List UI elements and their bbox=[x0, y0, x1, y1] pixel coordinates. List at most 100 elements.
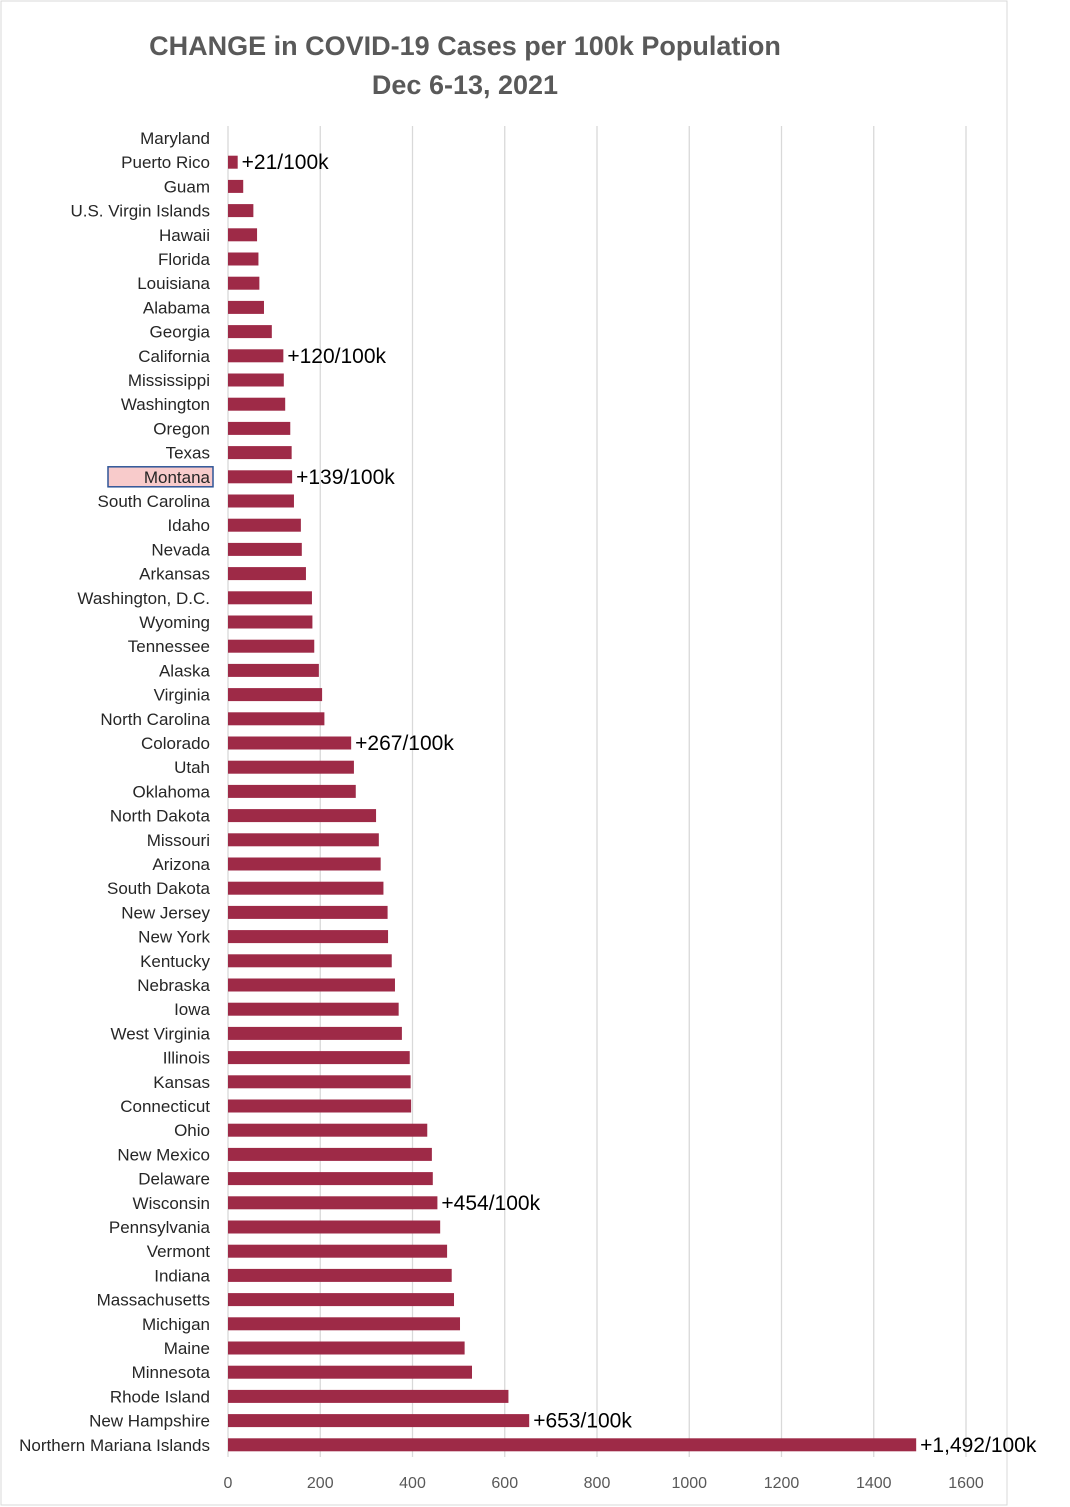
category-label-mississippi: Mississippi bbox=[128, 371, 210, 390]
bar-new-jersey bbox=[228, 905, 388, 919]
bar-georgia bbox=[228, 325, 272, 339]
bar-rhode-island bbox=[228, 1389, 509, 1403]
chart-title: CHANGE in COVID-19 Cases per 100k Popula… bbox=[149, 31, 781, 61]
category-label-pennsylvania: Pennsylvania bbox=[109, 1218, 211, 1237]
bar-montana bbox=[228, 470, 293, 484]
category-label-nevada: Nevada bbox=[151, 540, 210, 559]
category-label-nebraska: Nebraska bbox=[137, 976, 210, 995]
bar-california bbox=[228, 349, 284, 363]
bar-west-virginia bbox=[228, 1026, 402, 1040]
category-label-maryland: Maryland bbox=[140, 129, 210, 148]
bar-nevada bbox=[228, 542, 302, 556]
x-tick-label-800: 800 bbox=[584, 1475, 611, 1492]
bar-wisconsin bbox=[228, 1196, 438, 1210]
annotation-california: +120/100k bbox=[287, 345, 386, 368]
category-label-puerto-rico: Puerto Rico bbox=[121, 153, 210, 172]
category-label-south-dakota: South Dakota bbox=[107, 879, 211, 898]
category-label-michigan: Michigan bbox=[142, 1315, 210, 1334]
highlight-layer bbox=[107, 466, 214, 488]
category-label-washington-d-c: Washington, D.C. bbox=[77, 589, 210, 608]
bar-virginia bbox=[228, 688, 323, 702]
x-axis-ticks: 0 200 400 600 800 1000 1200 1400 1600 bbox=[224, 1475, 984, 1492]
bar-new-york bbox=[228, 930, 389, 944]
bar-oklahoma bbox=[228, 784, 356, 798]
bar-south-carolina bbox=[228, 494, 294, 508]
x-tick-label-600: 600 bbox=[491, 1475, 518, 1492]
category-label-kentucky: Kentucky bbox=[140, 952, 210, 971]
bar-hawaii bbox=[228, 228, 258, 242]
bar-north-carolina bbox=[228, 712, 325, 726]
x-tick-label-1600: 1600 bbox=[948, 1475, 984, 1492]
bar-ohio bbox=[228, 1123, 428, 1137]
bar-wyoming bbox=[228, 615, 313, 629]
category-label-north-dakota: North Dakota bbox=[110, 807, 211, 826]
category-label-wisconsin: Wisconsin bbox=[133, 1194, 210, 1213]
bar-puerto-rico bbox=[228, 155, 238, 169]
category-label-north-carolina: North Carolina bbox=[100, 710, 210, 729]
bar-tennessee bbox=[228, 639, 315, 653]
annotation-wisconsin: +454/100k bbox=[441, 1192, 540, 1215]
annotation-puerto-rico: +21/100k bbox=[242, 151, 329, 174]
category-label-minnesota: Minnesota bbox=[132, 1363, 211, 1382]
bar-florida bbox=[228, 252, 259, 266]
x-tick-label-400: 400 bbox=[399, 1475, 426, 1492]
category-label-west-virginia: West Virginia bbox=[110, 1024, 210, 1043]
bar-vermont bbox=[228, 1244, 448, 1258]
category-label-massachusetts: Massachusetts bbox=[97, 1291, 210, 1310]
bar-washington-d-c bbox=[228, 591, 312, 605]
category-label-idaho: Idaho bbox=[167, 516, 210, 535]
category-label-tennessee: Tennessee bbox=[128, 637, 210, 656]
category-label-arkansas: Arkansas bbox=[139, 565, 210, 584]
category-label-florida: Florida bbox=[158, 250, 211, 269]
category-label-northern-mariana-islands: Northern Mariana Islands bbox=[19, 1436, 210, 1455]
highlight-box-montana bbox=[107, 466, 214, 488]
category-label-kansas: Kansas bbox=[153, 1073, 210, 1092]
category-label-maine: Maine bbox=[164, 1339, 210, 1358]
bar-minnesota bbox=[228, 1365, 473, 1379]
bar-colorado bbox=[228, 736, 352, 750]
data-annotations: +21/100k +120/100k +139/100k +267/100k +454/… bbox=[242, 151, 1037, 1457]
category-label-south-carolina: South Carolina bbox=[98, 492, 211, 511]
x-tick-label-1200: 1200 bbox=[764, 1475, 800, 1492]
category-label-wyoming: Wyoming bbox=[139, 613, 210, 632]
bar-alabama bbox=[228, 300, 264, 314]
category-label-vermont: Vermont bbox=[147, 1242, 211, 1261]
bar-maine bbox=[228, 1341, 465, 1355]
category-label-new-jersey: New Jersey bbox=[121, 903, 210, 922]
bar-north-dakota bbox=[228, 809, 377, 823]
category-label-missouri: Missouri bbox=[147, 831, 210, 850]
bar-missouri bbox=[228, 833, 379, 847]
category-label-new-mexico: New Mexico bbox=[117, 1145, 210, 1164]
bars bbox=[228, 155, 917, 1452]
bar-new-hampshire bbox=[228, 1414, 530, 1428]
annotation-new-hampshire: +653/100k bbox=[533, 1410, 632, 1433]
category-label-new-hampshire: New Hampshire bbox=[89, 1412, 210, 1431]
chart-frame bbox=[0, 0, 1008, 1506]
x-tick-label-0: 0 bbox=[224, 1475, 233, 1492]
category-label-u-s-virgin-islands: U.S. Virgin Islands bbox=[70, 202, 210, 221]
bar-arkansas bbox=[228, 567, 306, 581]
bar-northern-mariana-islands bbox=[228, 1438, 917, 1452]
category-label-hawaii: Hawaii bbox=[159, 226, 210, 245]
annotation-northern-mariana-islands: +1,492/100k bbox=[920, 1434, 1037, 1457]
bar-indiana bbox=[228, 1268, 452, 1282]
chart-subtitle: Dec 6-13, 2021 bbox=[372, 70, 558, 100]
category-label-colorado: Colorado bbox=[141, 734, 210, 753]
category-label-washington: Washington bbox=[121, 395, 210, 414]
category-label-georgia: Georgia bbox=[150, 323, 211, 342]
category-label-oklahoma: Oklahoma bbox=[133, 782, 211, 801]
category-label-louisiana: Louisiana bbox=[137, 274, 210, 293]
category-label-ohio: Ohio bbox=[174, 1121, 210, 1140]
bar-mississippi bbox=[228, 373, 284, 387]
x-tick-label-1000: 1000 bbox=[671, 1475, 707, 1492]
bar-delaware bbox=[228, 1172, 433, 1186]
category-label-virginia: Virginia bbox=[154, 686, 211, 705]
bar-idaho bbox=[228, 518, 301, 532]
category-label-alaska: Alaska bbox=[159, 661, 211, 680]
bar-u-s-virgin-islands bbox=[228, 204, 254, 218]
bar-oregon bbox=[228, 421, 291, 435]
bar-kentucky bbox=[228, 954, 392, 968]
category-label-oregon: Oregon bbox=[153, 419, 210, 438]
